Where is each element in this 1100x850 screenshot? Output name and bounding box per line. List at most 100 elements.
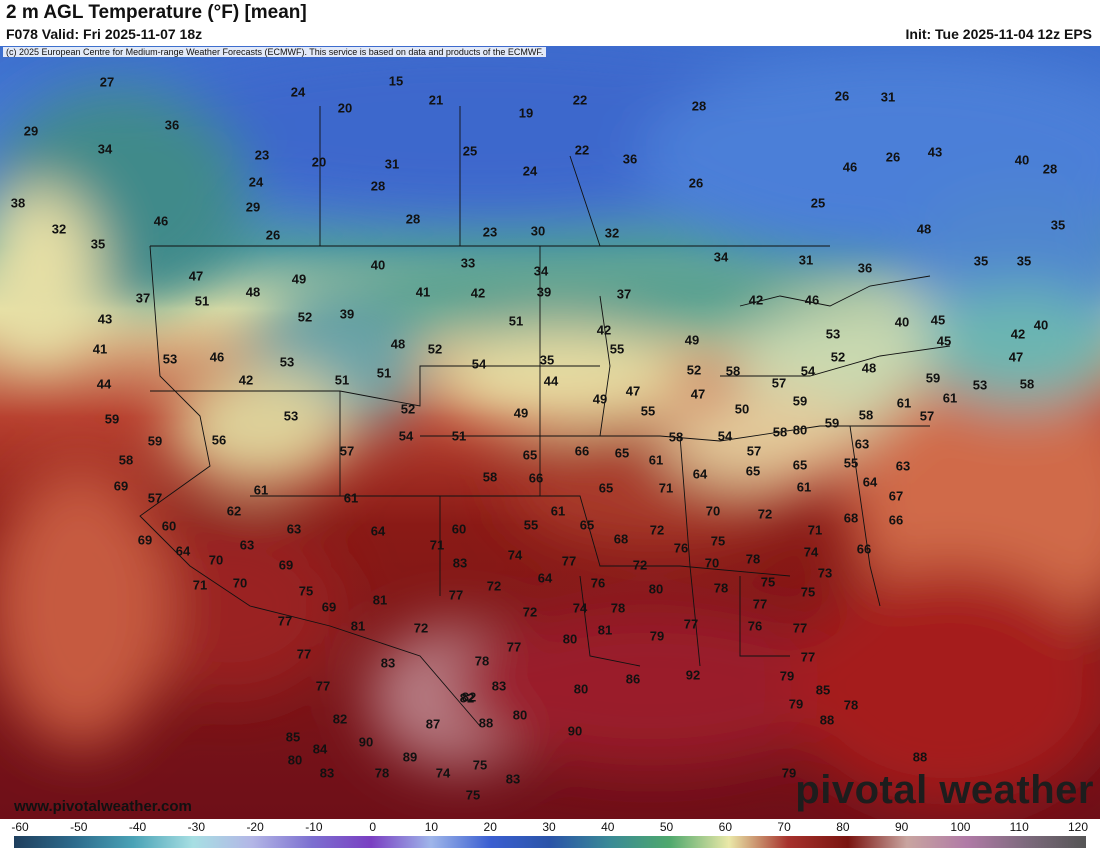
temperature-value: 55 (609, 341, 625, 357)
temperature-value: 26 (265, 227, 281, 243)
temperature-value: 90 (358, 734, 374, 750)
temperature-value: 72 (757, 506, 773, 522)
temperature-value: 63 (854, 436, 870, 452)
temperature-value: 72 (522, 604, 538, 620)
colorbar-tick: 40 (601, 820, 615, 834)
colorbar-tick: 30 (542, 820, 556, 834)
temperature-value: 46 (842, 159, 858, 175)
temperature-value: 41 (92, 341, 108, 357)
temperature-value: 77 (448, 587, 464, 603)
temperature-value: 47 (1008, 349, 1024, 365)
temperature-value: 83 (452, 555, 468, 571)
temperature-value: 54 (800, 363, 816, 379)
temperature-value: 22 (574, 142, 590, 158)
temperature-value: 52 (686, 362, 702, 378)
temperature-value: 47 (690, 386, 706, 402)
temperature-value: 79 (649, 628, 665, 644)
temperature-value: 92 (685, 667, 701, 683)
temperature-value: 57 (147, 490, 163, 506)
temperature-value: 46 (153, 213, 169, 229)
temperature-value: 41 (415, 284, 431, 300)
temperature-value: 83 (491, 678, 507, 694)
colorbar: -60 -50 -40 -30 -20 -10 0 10 20 30 40 50 60 70 80 90 100… (0, 819, 1100, 850)
temperature-value: 71 (807, 522, 823, 538)
colorbar-tick: 70 (777, 820, 791, 834)
temperature-value: 76 (747, 618, 763, 634)
temperature-value: 67 (888, 488, 904, 504)
temperature-value: 88 (819, 712, 835, 728)
website-link[interactable]: www.pivotalweather.com (14, 798, 192, 815)
temperature-value: 37 (616, 286, 632, 302)
temperature-value: 69 (321, 599, 337, 615)
temperature-value: 78 (713, 580, 729, 596)
temperature-value: 61 (942, 390, 958, 406)
temperature-value: 77 (277, 613, 293, 629)
temperature-value: 63 (286, 521, 302, 537)
boundaries (139, 106, 951, 727)
temperature-value: 85 (285, 729, 301, 745)
temperature-value: 53 (162, 351, 178, 367)
temperature-value: 53 (825, 326, 841, 342)
temperature-value: 75 (298, 583, 314, 599)
temperature-value: 66 (888, 512, 904, 528)
temperature-value: 66 (528, 470, 544, 486)
temperature-value: 23 (482, 224, 498, 240)
temperature-value: 70 (232, 575, 248, 591)
init-time: Init: Tue 2025-11-04 12z EPS (905, 26, 1093, 42)
colorbar-tick: 80 (836, 820, 850, 834)
colorbar-tick: 60 (718, 820, 733, 834)
temperature-value: 64 (537, 570, 553, 586)
temperature-value: 53 (972, 377, 988, 393)
colorbar-tick: 20 (483, 820, 497, 834)
temperature-value: 80 (573, 681, 589, 697)
temperature-value: 58 (772, 424, 788, 440)
temperature-value: 19 (518, 105, 534, 121)
temperature-value: 80 (287, 752, 303, 768)
temperature-value: 39 (536, 284, 552, 300)
temperature-value: 51 (451, 428, 467, 444)
temperature-value: 83 (380, 655, 396, 671)
temperature-value: 49 (684, 332, 700, 348)
temperature-value: 66 (574, 443, 590, 459)
temperature-value: 33 (460, 255, 476, 271)
temperature-value: 42 (470, 285, 486, 301)
colorbar-tick: -20 (246, 820, 264, 834)
temperature-value: 79 (781, 765, 797, 781)
temperature-value: 74 (507, 547, 523, 563)
map-title: 2 m AGL Temperature (°F) [mean] (6, 2, 307, 23)
colorbar-tick: 50 (659, 820, 674, 834)
temperature-value: 52 (427, 341, 443, 357)
temperature-value: 45 (936, 333, 952, 349)
temperature-value: 76 (590, 575, 606, 591)
temperature-value: 72 (413, 620, 429, 636)
temperature-value: 25 (810, 195, 826, 211)
temperature-value: 42 (596, 322, 612, 338)
temperature-value: 80 (562, 631, 578, 647)
temperature-value: 80 (512, 707, 528, 723)
temperature-value: 43 (927, 144, 943, 160)
valid-time: F078 Valid: Fri 2025-11-07 18z (6, 26, 203, 42)
temperature-value: 49 (291, 271, 307, 287)
temperature-value: 52 (830, 349, 846, 365)
temperature-value: 28 (370, 178, 386, 194)
temperature-value: 65 (745, 463, 761, 479)
temperature-value: 69 (278, 557, 294, 573)
temperature-value: 31 (880, 89, 896, 105)
temperature-value: 45 (930, 312, 946, 328)
temperature-value: 57 (771, 375, 787, 391)
temperature-value: 71 (658, 480, 674, 496)
temperature-value: 74 (435, 765, 451, 781)
temperature-value: 68 (843, 510, 859, 526)
temperature-value: 51 (194, 293, 210, 309)
temperature-value: 71 (429, 537, 445, 553)
temperature-value: 60 (451, 521, 467, 537)
temperature-value: 75 (760, 574, 776, 590)
temperature-value: 49 (592, 391, 608, 407)
temperature-value: 46 (804, 292, 820, 308)
colorbar-tick: -30 (187, 820, 205, 834)
temperature-value: 78 (843, 697, 859, 713)
temperature-value: 34 (713, 249, 729, 265)
temperature-value: 35 (539, 352, 555, 368)
temperature-map[interactable]: 27 15 24 21 20 19 22 28 26 31 36 34 29 23 20 31 24 25 24 22… (0, 46, 1100, 819)
colorbar-tick: -60 (11, 820, 29, 834)
